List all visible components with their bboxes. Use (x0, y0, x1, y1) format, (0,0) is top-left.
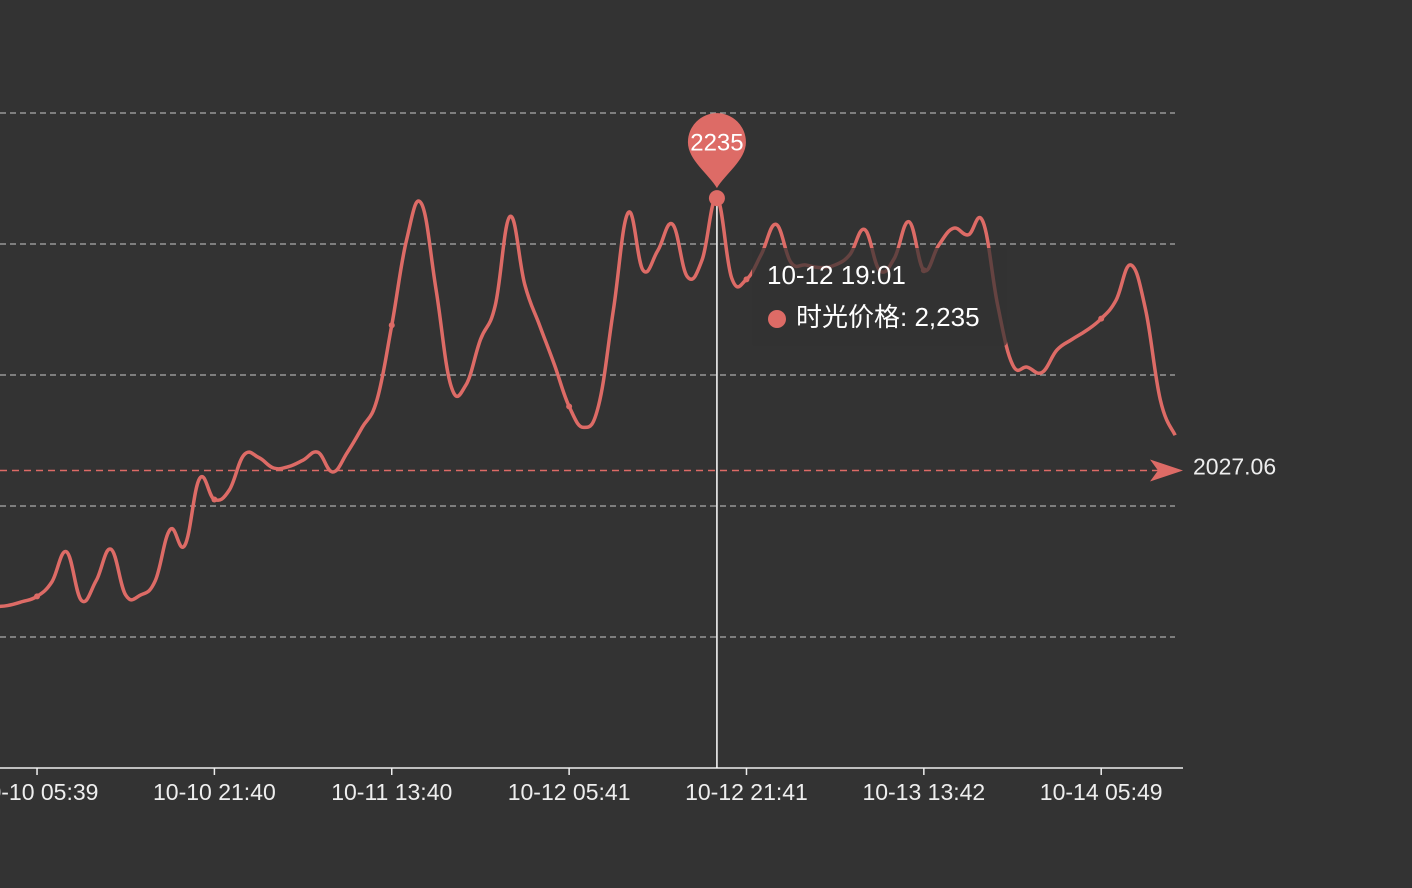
data-point (743, 276, 750, 283)
tooltip-item: 时光价格: 2,235 (796, 302, 980, 332)
x-tick-label: 10-14 05:49 (1040, 779, 1163, 805)
tooltip-sep: : (900, 302, 914, 332)
data-point (211, 496, 218, 503)
tooltip: 10-12 19:01 时光价格: 2,235 (752, 248, 1007, 346)
tooltip-title: 10-12 19:01 (767, 260, 906, 290)
data-point (388, 322, 395, 329)
data-point (566, 403, 573, 410)
x-tick-label: 10-13 13:42 (862, 779, 985, 805)
x-tick-label: 10-12 21:41 (685, 779, 808, 805)
tooltip-value: 2,235 (914, 302, 979, 332)
hover-point (708, 190, 725, 207)
data-point (1098, 315, 1105, 322)
x-tick-label: 10-12 05:41 (508, 779, 631, 805)
mark-line-arrow (1150, 459, 1183, 482)
tooltip-bg (752, 248, 1007, 346)
mark-line-label: 2027.06 (1193, 454, 1276, 480)
x-tick-label: 10-10 21:40 (153, 779, 276, 805)
tooltip-series-name: 时光价格 (796, 302, 900, 332)
data-point (34, 593, 41, 600)
x-tick-label: 10-11 13:40 (331, 779, 452, 805)
mark-point-pin (687, 113, 746, 189)
mark-point-label: 2235 (690, 129, 743, 156)
tooltip-marker (768, 310, 786, 328)
line-series (0, 196, 1177, 609)
x-tick-label: 10-10 05:39 (0, 779, 98, 805)
